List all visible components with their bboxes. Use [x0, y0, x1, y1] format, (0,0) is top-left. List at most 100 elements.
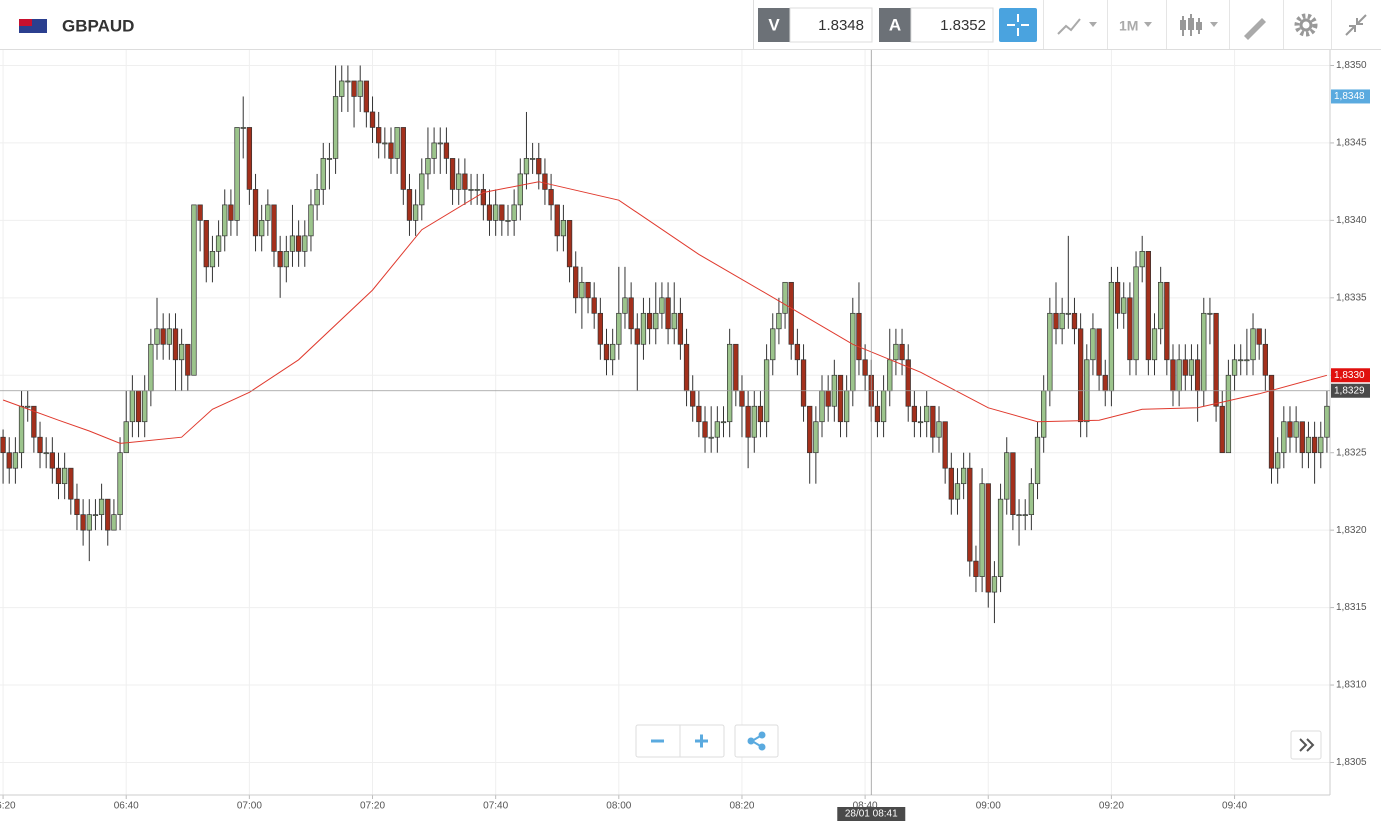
- candle-body: [788, 281, 794, 345]
- crosshair-y-badge: [1331, 383, 1370, 398]
- candle-body: [92, 514, 99, 517]
- candle-body: [222, 204, 228, 237]
- candle-body: [117, 452, 123, 516]
- x-tick-label: 06:20: [0, 801, 16, 812]
- ask-box: [910, 7, 994, 43]
- candle-body: [843, 390, 850, 423]
- candle-body: [129, 390, 136, 423]
- crosshair-button[interactable]: [999, 8, 1037, 42]
- candle-body: [474, 189, 480, 191]
- candle-body: [283, 251, 289, 268]
- candle-body: [326, 158, 333, 160]
- collapse-icon[interactable]: [1345, 14, 1367, 36]
- candle-body: [406, 189, 413, 221]
- x-tick-label: 08:00: [606, 801, 631, 812]
- candle-body: [1287, 421, 1293, 438]
- candle-body: [154, 328, 160, 345]
- timeframe[interactable]: 1M: [1119, 18, 1138, 34]
- x-tick-label: 07:00: [237, 801, 262, 812]
- candle-body: [1318, 436, 1324, 454]
- candle-body: [659, 297, 665, 314]
- x-tick-label: 09:20: [1099, 801, 1124, 812]
- candle-body: [683, 343, 690, 392]
- candle-body: [905, 359, 911, 407]
- candle-body: [62, 467, 68, 485]
- candle-body: [948, 467, 954, 500]
- candle-body: [745, 405, 751, 438]
- candle-body: [714, 421, 720, 438]
- candle-body: [0, 436, 6, 454]
- bid-button[interactable]: [758, 8, 790, 42]
- candle-body: [616, 312, 622, 345]
- crosshair-x-badge: [837, 807, 906, 821]
- candle-body: [640, 312, 647, 345]
- candle-body: [345, 80, 351, 83]
- candle-body: [1096, 328, 1102, 376]
- candle-body: [1158, 281, 1164, 330]
- dropdown-arrow: [1089, 22, 1097, 27]
- candle-body: [37, 436, 43, 454]
- candle-body: [603, 343, 610, 361]
- candle-body: [696, 405, 702, 423]
- candle-body: [1010, 452, 1016, 516]
- candle-body: [1034, 436, 1041, 485]
- candle-body: [1071, 312, 1078, 330]
- candle-body: [1207, 312, 1213, 315]
- y-tick-label: 1,8315: [1336, 602, 1367, 613]
- ask-button[interactable]: [879, 8, 911, 42]
- candle-body: [597, 312, 603, 345]
- bid-box: [789, 7, 873, 43]
- candle-body: [893, 343, 899, 361]
- candle-body: [1114, 281, 1121, 314]
- candle-body: [228, 204, 234, 221]
- candle-body: [634, 328, 640, 345]
- candle-body: [123, 421, 129, 454]
- candle-body: [1133, 266, 1139, 361]
- chart-type-icon: [1196, 22, 1202, 30]
- candle-body: [160, 328, 166, 345]
- candle-body: [979, 483, 985, 577]
- candle-body: [610, 343, 616, 361]
- settings-icon[interactable]: [1294, 13, 1318, 37]
- candle-body: [1219, 405, 1225, 454]
- candle-body: [1139, 251, 1145, 268]
- candle-body: [1188, 359, 1195, 376]
- candle-body: [887, 359, 893, 392]
- indicator-icon[interactable]: [1057, 18, 1081, 35]
- candle-body: [277, 251, 283, 268]
- candle-body: [332, 96, 339, 159]
- candle-body: [1004, 452, 1010, 500]
- candle-body: [807, 405, 813, 454]
- candle-body: [517, 173, 523, 206]
- plot-background: [0, 50, 1330, 795]
- draw-icon[interactable]: [1244, 18, 1266, 40]
- separator: [1166, 0, 1167, 49]
- candle-body: [1194, 359, 1201, 392]
- candle-body: [68, 467, 74, 500]
- candle-body: [505, 220, 511, 222]
- candle-body: [12, 452, 19, 469]
- price-badge: [1331, 368, 1370, 383]
- candle-body: [271, 204, 277, 252]
- candle-body: [690, 390, 696, 407]
- candle-body: [523, 158, 530, 175]
- candle-body: [111, 514, 117, 531]
- candle-body: [776, 312, 782, 330]
- candle-body: [1324, 405, 1330, 438]
- candle-body: [653, 312, 659, 330]
- candle-body: [240, 127, 246, 129]
- candle-body: [172, 328, 179, 361]
- candle-body: [302, 235, 308, 252]
- candle-body: [468, 189, 474, 191]
- separator: [753, 0, 754, 49]
- candle-body: [917, 421, 924, 424]
- candle-body: [215, 235, 222, 252]
- y-tick-label: 1,8335: [1336, 292, 1367, 303]
- candle-body: [819, 390, 825, 423]
- candle-body: [499, 204, 505, 221]
- candle-body: [369, 111, 376, 128]
- candle-body: [1256, 328, 1262, 345]
- x-tick-label: 08:40: [853, 801, 878, 812]
